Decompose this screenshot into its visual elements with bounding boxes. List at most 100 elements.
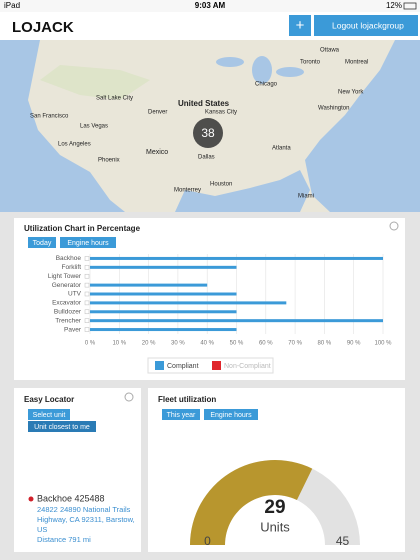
y-tick-box: [84, 327, 90, 332]
utilization-chart: 0 % 10 % 20 % 30 % 40 % 50 % 60 % 70 % 80 % 90 % 1…: [48, 254, 392, 370]
legend-swatch: [155, 361, 164, 370]
bar: [90, 256, 383, 260]
y-tick-box: [84, 291, 90, 297]
gauge-min-label: 0: [204, 534, 211, 548]
status-bar: [0, 0, 420, 12]
gauge-value-label: 29: [264, 497, 285, 518]
unit-name[interactable]: Backhoe 425488: [37, 493, 105, 503]
add-button-label[interactable]: +: [296, 17, 305, 34]
bar: [90, 301, 287, 305]
map-label: Las Vegas: [80, 124, 108, 130]
logout-button[interactable]: [314, 15, 418, 36]
y-tick-box: [84, 300, 90, 306]
closest-unit-button[interactable]: [28, 421, 96, 432]
bar: [90, 265, 237, 269]
unit-distance: Distance 791 mi: [37, 535, 91, 544]
map-label: Washington: [318, 106, 349, 112]
map-water: [305, 40, 420, 212]
map-label: San Francisco: [30, 114, 69, 120]
x-tick-label: 50 %: [230, 341, 244, 347]
refresh-icon[interactable]: [389, 221, 399, 231]
y-tick-label: Light Tower: [48, 273, 82, 280]
x-tick-label: 30 %: [171, 341, 185, 347]
bar: [90, 292, 237, 296]
map-label: Ottawa: [320, 48, 340, 54]
battery: 12%: [386, 1, 402, 10]
map-label: Los Angeles: [58, 142, 91, 148]
legend: [147, 357, 274, 374]
map-label: Kansas City: [205, 110, 237, 116]
x-tick-label: 90 %: [347, 341, 361, 347]
map-cluster-count[interactable]: 38: [201, 126, 215, 140]
map-terrain: [40, 65, 150, 100]
logout-button-label[interactable]: Logout lojackgroup: [332, 20, 404, 30]
legend-swatch: [212, 361, 221, 370]
y-tick-label: Excavator: [52, 300, 82, 307]
y-tick-label: Backhoe: [56, 255, 82, 262]
x-tick-label: 0 %: [85, 341, 96, 347]
fleet-engine-hours-label[interactable]: Engine hours: [210, 412, 252, 419]
map-lake: [252, 56, 272, 84]
map-label: Montreal: [345, 60, 368, 66]
map-water: [0, 40, 125, 212]
select-unit-label[interactable]: Select unit: [33, 412, 66, 419]
map-label: Miami: [298, 194, 314, 200]
fleet-title: Fleet utilization: [158, 395, 216, 404]
bar: [90, 328, 237, 332]
y-tick-box: [84, 318, 90, 323]
gauge-unit-label: Units: [260, 519, 290, 534]
bar: [90, 319, 383, 323]
map-label: Phoenix: [98, 158, 120, 164]
x-tick-label: 70 %: [288, 341, 302, 347]
map-lake: [216, 57, 244, 67]
map-label: Dallas: [198, 155, 215, 161]
map-label: Atlanta: [272, 146, 291, 152]
map-cluster[interactable]: [193, 118, 223, 148]
this-year-button[interactable]: [162, 409, 200, 420]
x-tick-label: 20 %: [142, 341, 156, 347]
legend-label: Compliant: [167, 363, 199, 370]
x-tick-label: 60 %: [259, 341, 273, 347]
unit-marker: [28, 496, 34, 502]
y-tick-box: [84, 265, 90, 270]
y-tick-label: Generator: [52, 282, 82, 289]
map-label: Monterrey: [174, 188, 201, 194]
map-label: Houston: [210, 182, 232, 188]
this-year-label[interactable]: This year: [167, 412, 196, 419]
map-label: New York: [338, 90, 364, 96]
engine-hours-button[interactable]: [60, 237, 116, 248]
logo: LOJACK: [12, 19, 74, 36]
y-tick-label: Paver: [64, 326, 82, 333]
y-tick-box: [84, 309, 90, 315]
map-label: Chicago: [255, 82, 278, 88]
x-tick-label: 80 %: [318, 341, 332, 347]
map-label: Toronto: [300, 60, 321, 66]
refresh-icon[interactable]: [124, 392, 134, 402]
engine-hours-button-label[interactable]: Engine hours: [67, 240, 109, 247]
today-button-label[interactable]: Today: [33, 240, 52, 247]
fleet-engine-hours-button[interactable]: [204, 409, 258, 420]
today-button[interactable]: [28, 237, 56, 248]
map-label: Mexico: [146, 149, 168, 156]
y-tick-label: Bulldozer: [54, 308, 82, 315]
y-tick-label: Trencher: [55, 317, 82, 324]
y-tick-label: Forklift: [62, 264, 82, 271]
map-water: [175, 170, 310, 212]
y-tick-box: [84, 282, 90, 288]
map-label: United States: [178, 99, 230, 108]
y-tick-box: [84, 273, 90, 279]
time: 9:03 AM: [195, 1, 226, 10]
map-label: Salt Lake City: [96, 96, 133, 102]
add-button[interactable]: [289, 15, 311, 36]
closest-unit-label[interactable]: Unit closest to me: [34, 424, 90, 431]
bar: [90, 283, 208, 287]
y-tick-label: UTV: [68, 291, 82, 298]
x-tick-label: 100 %: [374, 341, 392, 347]
select-unit-button[interactable]: [28, 409, 70, 420]
gauge-max-label: 45: [336, 534, 350, 548]
bar: [90, 310, 237, 314]
map: United States Mexico Chicago Dallas Hous…: [0, 40, 420, 212]
